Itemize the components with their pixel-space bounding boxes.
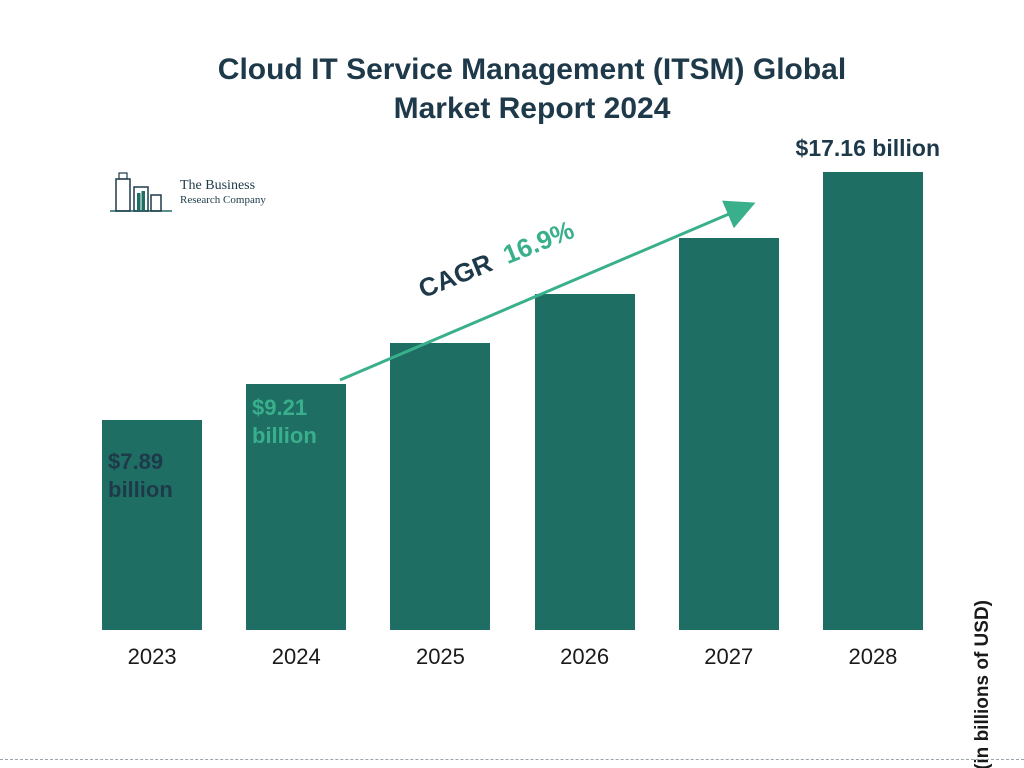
bar-annotation-2024-unit: billion <box>252 422 317 450</box>
x-axis-label: 2028 <box>801 644 945 670</box>
bar-annotation-2028-text: $17.16 billion <box>796 135 940 161</box>
bar-column <box>80 150 224 630</box>
bar-column <box>801 150 945 630</box>
title-line-1: Cloud IT Service Management (ITSM) Globa… <box>120 50 944 89</box>
bar-annotation-2023: $7.89 billion <box>108 448 173 503</box>
x-axis-label: 2024 <box>224 644 368 670</box>
x-axis-label: 2027 <box>657 644 801 670</box>
bar-annotation-2024: $9.21 billion <box>252 394 317 449</box>
bar-annotation-2023-unit: billion <box>108 476 173 504</box>
chart-title: Cloud IT Service Management (ITSM) Globa… <box>120 50 944 128</box>
x-axis-label: 2026 <box>513 644 657 670</box>
bar-annotation-2023-value: $7.89 <box>108 448 173 476</box>
x-axis-labels: 202320242025202620272028 <box>80 644 945 670</box>
bar-chart: Market Size (in billions of USD) 2023202… <box>80 150 960 720</box>
footer-divider <box>0 759 1024 760</box>
x-axis-label: 2023 <box>80 644 224 670</box>
x-axis-label: 2025 <box>368 644 512 670</box>
y-axis-label: Market Size (in billions of USD) <box>972 600 994 768</box>
title-line-2: Market Report 2024 <box>120 89 944 128</box>
bar-annotation-2028: $17.16 billion <box>796 134 940 163</box>
bar-annotation-2024-value: $9.21 <box>252 394 317 422</box>
bar <box>823 172 923 630</box>
